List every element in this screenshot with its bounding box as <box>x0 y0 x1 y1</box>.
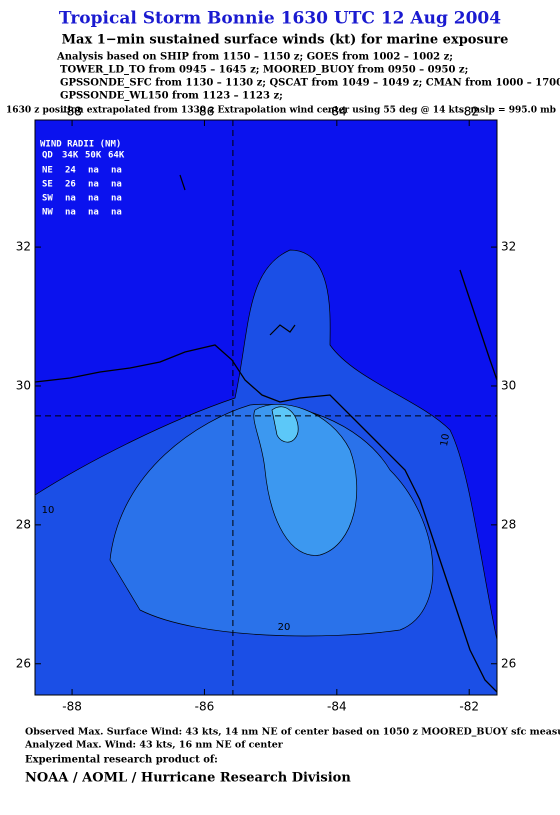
river <box>179 174 296 336</box>
footer-line: Experimental research product of: <box>25 755 218 766</box>
coastline <box>35 344 497 693</box>
footer-line: Observed Max. Surface Wind: 43 kts, 14 n… <box>25 727 560 738</box>
wind-radii-header: 50K <box>85 151 102 161</box>
map-frame <box>34 119 498 696</box>
wind-radii-cell: 24 <box>65 166 76 176</box>
x-tick-label: -88 <box>62 700 82 714</box>
x-tick-label: -86 <box>195 105 215 119</box>
contour-30 <box>253 403 358 556</box>
wind-radii-header: 34K <box>62 151 79 161</box>
wind-radii-cell: 26 <box>65 180 76 190</box>
y-tick-label: 26 <box>501 656 516 670</box>
x-tick-label: -84 <box>327 700 347 714</box>
y-tick-label: 28 <box>501 517 516 531</box>
wind-radii-cell: SW <box>42 194 53 204</box>
wind-radii-cell: NE <box>42 166 53 176</box>
x-tick-label: -82 <box>459 700 479 714</box>
org: NOAA / AOML / Hurricane Research Divisio… <box>25 771 351 786</box>
analysis-line: TOWER_LD_TO from 0945 – 1645 z; MOORED_B… <box>60 65 468 76</box>
y-tick-label: 32 <box>16 240 31 254</box>
wind-radii-cell: na <box>88 208 99 218</box>
wind-radii-cell: na <box>111 180 122 190</box>
y-tick-label: 30 <box>501 378 516 392</box>
wind-radii-title: WIND RADII (NM) <box>40 140 121 150</box>
y-tick-label: 28 <box>16 517 31 531</box>
x-tick-label: -82 <box>459 105 479 119</box>
y-tick-label: 26 <box>16 656 31 670</box>
coastline <box>459 269 497 381</box>
y-tick-label: 30 <box>16 378 31 392</box>
title: Tropical Storm Bonnie 1630 UTC 12 Aug 20… <box>59 9 501 29</box>
wind-radii-header: 64K <box>108 151 125 161</box>
wind-radii-cell: na <box>65 194 76 204</box>
analysis-line: GPSSONDE_WL150 from 1123 – 1123 z; <box>60 91 283 102</box>
wind-radii-cell: na <box>111 208 122 218</box>
footer-line: Analyzed Max. Wind: 43 kts, 16 nm NE of … <box>24 740 284 751</box>
wind-radii-cell: na <box>88 194 99 204</box>
x-tick-label: -84 <box>327 105 347 119</box>
subtitle: Max 1−min sustained surface winds (kt) f… <box>62 33 509 48</box>
y-tick-label: 32 <box>501 240 516 254</box>
x-tick-label: -86 <box>195 700 215 714</box>
wind-radii-cell: NW <box>42 208 53 218</box>
wind-radii-header: QD <box>42 151 53 161</box>
wind-radii-cell: na <box>88 166 99 176</box>
wind-radii-cell: na <box>65 208 76 218</box>
contour-label: 10 <box>439 433 452 447</box>
wind-radii-cell: na <box>88 180 99 190</box>
contour-label: 10 <box>42 505 55 516</box>
x-tick-label: -88 <box>62 105 82 119</box>
analysis-line: Analysis based on SHIP from 1150 – 1150 … <box>56 52 453 63</box>
map <box>35 120 497 695</box>
note: 1630 z position extrapolated from 1330 z… <box>6 105 556 116</box>
wind-radii-cell: SE <box>42 180 53 190</box>
wind-radii-cell: na <box>111 194 122 204</box>
wind-radii-cell: na <box>111 166 122 176</box>
contour-label: 20 <box>278 622 291 633</box>
analysis-line: GPSSONDE_SFC from 1130 – 1130 z; QSCAT f… <box>60 78 560 89</box>
